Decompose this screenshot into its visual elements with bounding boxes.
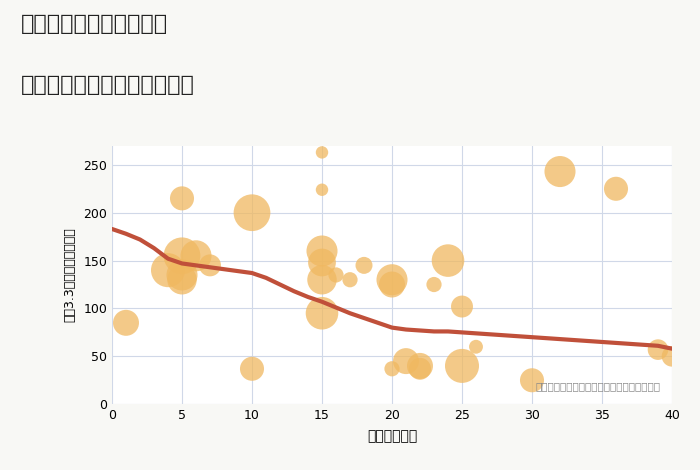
Point <box>316 259 328 266</box>
Point <box>176 195 188 202</box>
Point <box>652 346 664 353</box>
Point <box>162 266 174 274</box>
Point <box>554 168 566 175</box>
Point <box>386 281 398 288</box>
Point <box>428 281 440 288</box>
Point <box>316 247 328 255</box>
Point <box>414 362 426 370</box>
Point <box>386 365 398 373</box>
Point <box>204 262 216 269</box>
Point <box>470 343 482 351</box>
Point <box>666 352 678 360</box>
Point <box>442 257 454 264</box>
Point <box>526 376 538 384</box>
Point <box>246 365 258 373</box>
Point <box>610 185 622 193</box>
Point <box>316 149 328 156</box>
Point <box>344 276 356 283</box>
Point <box>400 357 412 365</box>
Point <box>316 276 328 283</box>
Text: 福岡県太宰府市向佐野の: 福岡県太宰府市向佐野の <box>21 14 168 34</box>
Point <box>358 262 370 269</box>
Point <box>176 271 188 279</box>
Point <box>190 252 202 259</box>
Point <box>414 365 426 373</box>
Point <box>246 209 258 217</box>
Point <box>176 276 188 283</box>
Point <box>330 271 342 279</box>
X-axis label: 築年数（年）: 築年数（年） <box>367 429 417 443</box>
Text: 築年数別中古マンション価格: 築年数別中古マンション価格 <box>21 75 195 95</box>
Point <box>456 303 468 310</box>
Text: 円の大きさは、取引のあった物件面積を示す: 円の大きさは、取引のあった物件面積を示す <box>536 381 661 391</box>
Point <box>316 309 328 317</box>
Y-axis label: 坪（3.3㎡）単価（万円）: 坪（3.3㎡）単価（万円） <box>63 227 76 322</box>
Point <box>316 186 328 194</box>
Point <box>120 319 132 327</box>
Point <box>456 362 468 370</box>
Point <box>386 276 398 283</box>
Point <box>176 252 188 259</box>
